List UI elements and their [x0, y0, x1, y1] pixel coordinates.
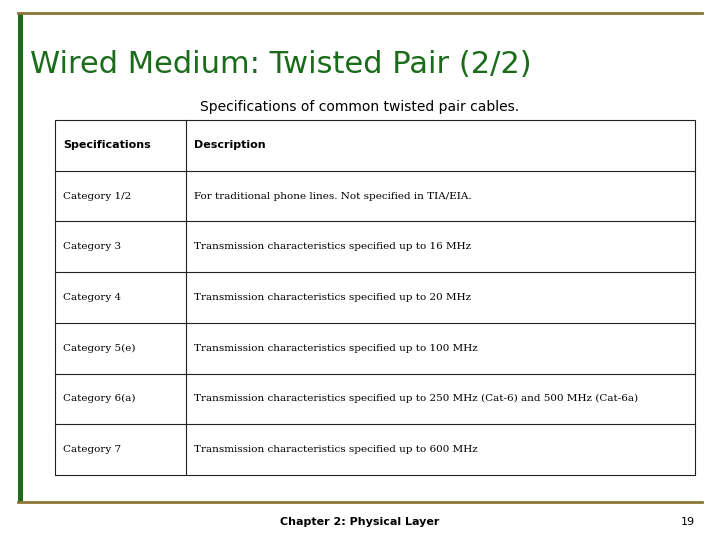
- Text: Wired Medium: Twisted Pair (2/2): Wired Medium: Twisted Pair (2/2): [30, 50, 531, 79]
- Text: Transmission characteristics specified up to 600 MHz: Transmission characteristics specified u…: [194, 445, 478, 454]
- Text: For traditional phone lines. Not specified in TIA/EIA.: For traditional phone lines. Not specifi…: [194, 192, 472, 200]
- Text: 19: 19: [681, 517, 695, 527]
- Bar: [55, 120, 695, 475]
- Text: Specifications of common twisted pair cables.: Specifications of common twisted pair ca…: [200, 100, 520, 114]
- Text: Category 5(e): Category 5(e): [63, 343, 135, 353]
- Text: Category 1/2: Category 1/2: [63, 192, 131, 200]
- Text: Category 7: Category 7: [63, 445, 121, 454]
- Text: Specifications: Specifications: [63, 140, 150, 150]
- Text: Transmission characteristics specified up to 100 MHz: Transmission characteristics specified u…: [194, 344, 478, 353]
- Text: Chapter 2: Physical Layer: Chapter 2: Physical Layer: [280, 517, 440, 527]
- Text: Category 4: Category 4: [63, 293, 121, 302]
- Bar: [18, 13, 23, 502]
- Text: Transmission characteristics specified up to 250 MHz (Cat-6) and 500 MHz (Cat-6a: Transmission characteristics specified u…: [194, 394, 639, 403]
- Text: Transmission characteristics specified up to 16 MHz: Transmission characteristics specified u…: [194, 242, 472, 251]
- Text: Transmission characteristics specified up to 20 MHz: Transmission characteristics specified u…: [194, 293, 472, 302]
- Text: Description: Description: [194, 140, 266, 150]
- Text: Category 3: Category 3: [63, 242, 121, 251]
- Text: Category 6(a): Category 6(a): [63, 394, 135, 403]
